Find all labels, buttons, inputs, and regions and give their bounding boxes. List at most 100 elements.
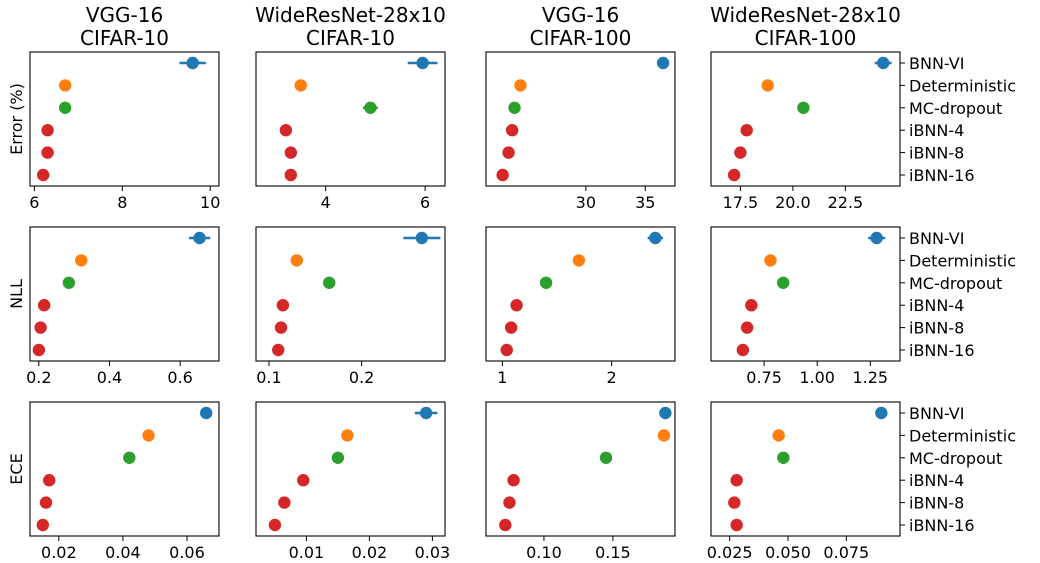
data-point [43,474,56,487]
column-title-line2: CIFAR-100 [755,26,857,50]
x-tick-label: 0.02 [352,543,388,562]
method-label: iBNN-4 [909,296,964,315]
panel-frame [29,51,220,187]
data-point [734,146,747,159]
column-title-line1: VGG-16 [86,3,163,27]
data-point [284,146,298,159]
column-title-line1: WideResNet-28x10 [255,3,446,27]
method-label: iBNN-4 [909,471,964,490]
x-tick-label: 0.2 [26,368,51,387]
data-point [290,254,303,267]
x-tick-label: 0.050 [765,543,811,562]
data-point [331,451,345,464]
data-point [728,496,741,509]
data-point [37,299,51,312]
data-point [572,254,586,267]
data-point [730,518,743,532]
data-point [193,231,206,245]
panel-frame [485,226,676,362]
column-title-line2: CIFAR-10 [306,26,395,50]
x-tick-label: 22.5 [828,193,864,212]
data-point [272,343,285,357]
x-tick-label: 0.025 [707,543,753,562]
method-label: iBNN-8 [909,494,964,513]
panel-frame [710,51,901,187]
data-point [505,124,519,137]
data-point [740,124,753,137]
data-point [504,321,518,334]
data-point [41,124,54,137]
data-point [507,474,520,487]
x-tick-label: 6 [29,193,39,212]
data-point [764,254,777,267]
data-point [142,429,155,442]
method-label: iBNN-16 [909,341,975,360]
data-point [508,101,521,115]
method-label: iBNN-8 [909,144,964,163]
column-title-line2: CIFAR-10 [80,26,169,50]
panel-frame [29,401,220,537]
row-ylabel: ECE [7,453,26,484]
method-label: MC-dropout [909,449,1002,468]
x-tick-label: 6 [420,193,430,212]
method-label: BNN-VI [909,404,964,423]
x-tick-label: 0.03 [415,543,451,562]
method-label: iBNN-4 [909,121,964,140]
data-point [62,276,76,289]
data-point [730,474,743,487]
data-point [499,518,512,532]
data-point [41,146,54,159]
data-point [761,79,774,92]
panel-frame [485,51,676,187]
data-point [415,231,429,245]
data-point [416,56,429,70]
x-tick-label: 1.25 [852,368,888,387]
data-point [656,56,670,70]
data-point [659,406,672,420]
method-label: iBNN-8 [909,319,964,338]
data-point [341,429,354,442]
data-point [186,56,199,70]
data-point [502,146,515,159]
data-point [284,168,298,182]
data-point [649,231,662,245]
data-point [657,429,671,442]
method-label: iBNN-16 [909,166,975,185]
x-tick-label: 30 [576,193,596,212]
method-label: Deterministic [909,426,1016,445]
method-label: Deterministic [909,76,1016,95]
row-ylabel: Error (%) [7,83,26,155]
data-point [123,451,136,464]
x-tick-label: 0.75 [746,368,782,387]
x-tick-label: 35 [635,193,655,212]
data-point [736,343,750,357]
data-point [745,299,758,312]
x-tick-label: 2 [607,368,617,387]
x-tick-label: 20.0 [775,193,811,212]
data-point [75,254,88,267]
column-title-line1: WideResNet-28x10 [710,3,901,27]
data-point [777,451,790,464]
data-point [268,518,282,532]
data-point [199,406,213,420]
data-point [727,168,741,182]
data-point [539,276,553,289]
data-point [514,79,527,92]
data-point [870,231,883,245]
x-tick-label: 0.10 [526,543,562,562]
panel-frame [485,401,676,537]
x-tick-label: 10 [200,193,220,212]
data-point [740,321,754,334]
data-point [877,56,890,70]
row-ylabel: NLL [7,279,26,309]
method-label: MC-dropout [909,99,1002,118]
data-point [58,101,72,115]
data-point [274,321,288,334]
data-point [278,496,291,509]
panel-frame [255,51,446,187]
panel-frame [255,226,446,362]
data-point [500,343,513,357]
x-tick-label: 0.15 [595,543,631,562]
panel-frame [710,401,901,537]
